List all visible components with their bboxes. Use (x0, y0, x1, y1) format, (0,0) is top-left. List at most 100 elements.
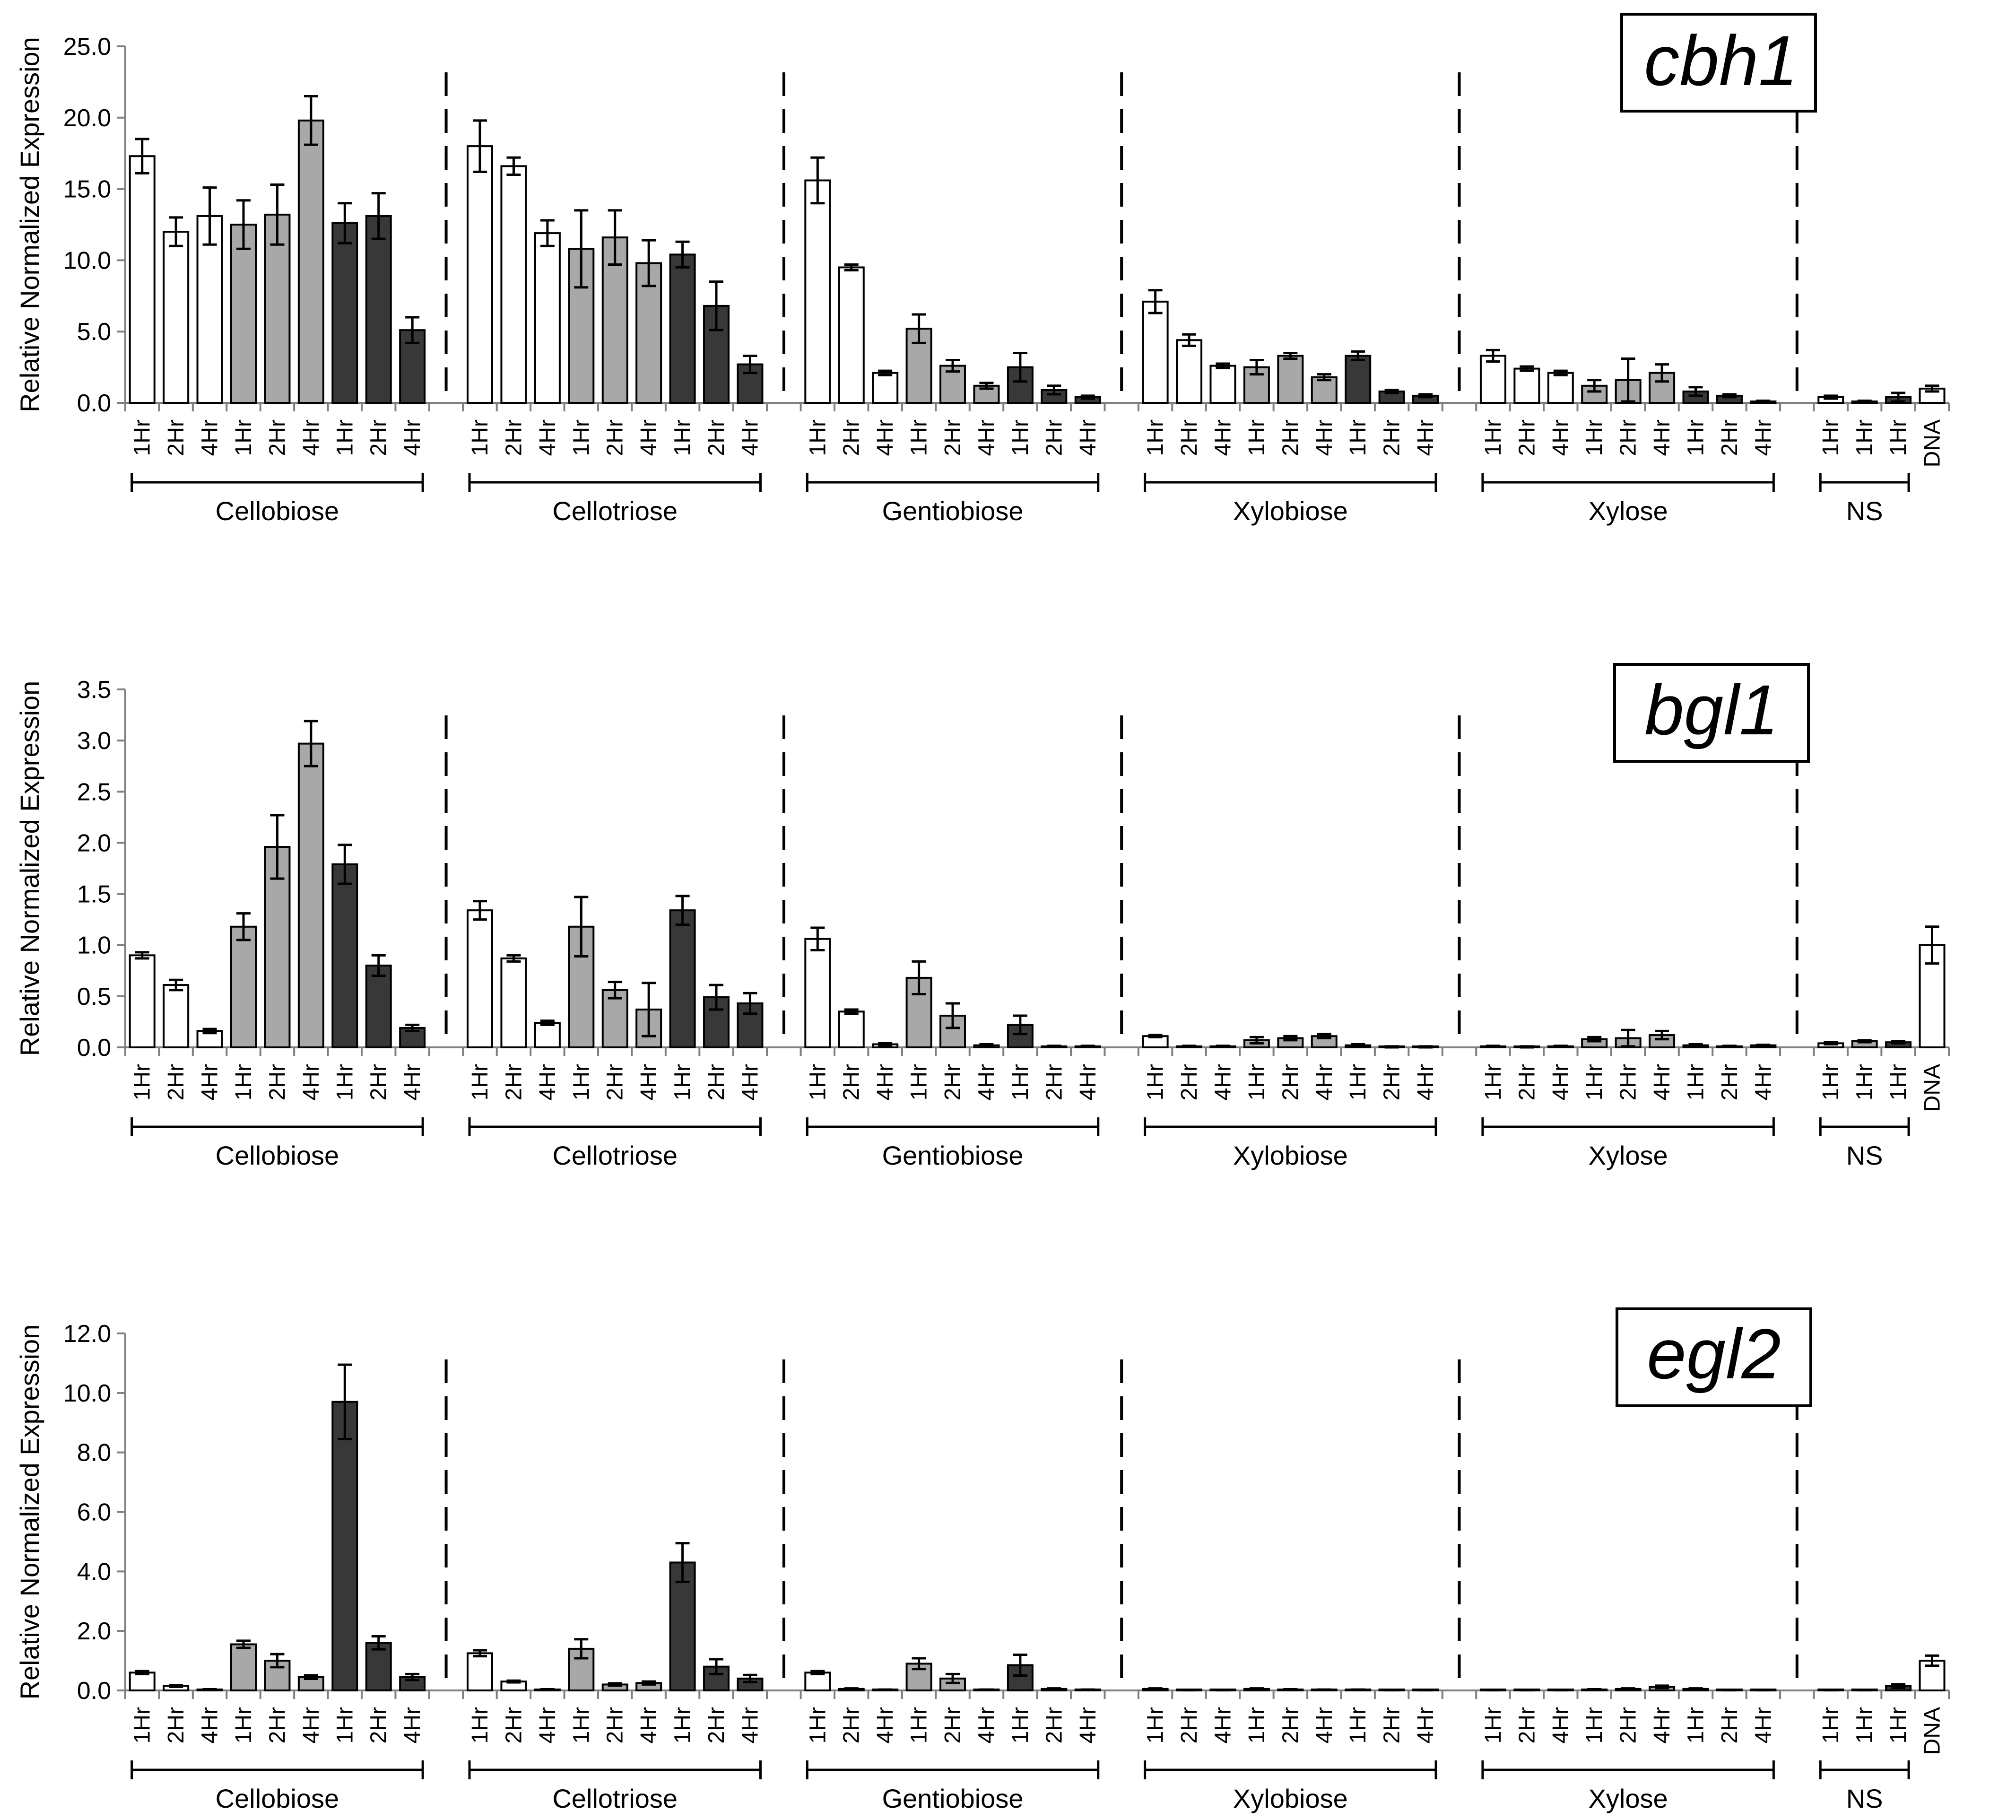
x-tick-label: 1Hr (1481, 1064, 1506, 1100)
x-tick-label: 4Hr (1413, 419, 1438, 456)
x-tick-label: DNA (1920, 419, 1945, 467)
x-tick-label: 4Hr (1312, 419, 1337, 456)
x-tick-label: 1Hr (1143, 1064, 1168, 1100)
x-tick-label: 4Hr (974, 1064, 999, 1100)
x-tick-label: 4Hr (1210, 1707, 1235, 1743)
x-tick-label: 2Hr (1616, 1707, 1641, 1743)
x-tick-label: DNA (1920, 1064, 1945, 1112)
bar (196, 215, 223, 404)
bar (331, 222, 358, 404)
x-tick-label: 2Hr (1380, 1064, 1405, 1100)
bar (1479, 355, 1506, 404)
group-label: Xylose (1589, 496, 1668, 526)
x-tick-label: 2Hr (501, 1707, 526, 1743)
x-tick-label: 1Hr (231, 1064, 256, 1100)
x-tick-label: 1Hr (670, 419, 695, 456)
bar (196, 1030, 223, 1048)
bar (1142, 300, 1169, 404)
group-label: Cellobiose (216, 1141, 339, 1170)
x-tick-label: 2Hr (704, 419, 729, 456)
bar (534, 232, 561, 404)
x-tick-label: 4Hr (1413, 1707, 1438, 1743)
x-tick-label: 2Hr (1177, 419, 1202, 456)
x-tick-label: 2Hr (940, 1064, 965, 1100)
y-tick-label: 10.0 (63, 1380, 111, 1407)
group-label: Gentiobiose (882, 496, 1024, 526)
x-tick-label: 1Hr (805, 1064, 830, 1100)
x-tick-label: 4Hr (400, 419, 425, 456)
bar (264, 846, 291, 1048)
y-tick-label: 0.0 (77, 1034, 111, 1062)
y-axis-label: Relative Normalized Expression (15, 681, 44, 1056)
x-tick-label: 4Hr (299, 1707, 324, 1743)
x-tick-label: 2Hr (501, 419, 526, 456)
gene-title-box (1613, 663, 1810, 763)
x-tick-label: 4Hr (1548, 1707, 1573, 1743)
x-tick-label: 1Hr (1582, 1707, 1607, 1743)
x-tick-label: 2Hr (164, 419, 189, 456)
x-tick-label: 2Hr (1042, 1064, 1067, 1100)
x-tick-label: 4Hr (1548, 419, 1573, 456)
x-tick-label: 1Hr (332, 419, 357, 456)
y-tick-label: 2.0 (77, 1618, 111, 1645)
bar (230, 925, 257, 1048)
group-label: NS (1846, 1141, 1883, 1170)
group-label: NS (1846, 496, 1883, 526)
y-tick-label: 0.5 (77, 983, 111, 1010)
x-tick-label: 1Hr (130, 1707, 155, 1743)
x-tick-label: 2Hr (1514, 1064, 1539, 1100)
x-tick-label: 2Hr (603, 1707, 628, 1743)
group-label: Cellotriose (552, 1141, 678, 1170)
gene-title-box (1616, 1307, 1812, 1407)
bar (1277, 355, 1304, 404)
x-tick-label: 1Hr (1818, 419, 1843, 456)
bar (500, 165, 527, 404)
group-label: Xylobiose (1233, 1141, 1348, 1170)
x-tick-label: 4Hr (636, 1707, 661, 1743)
x-tick-label: 4Hr (873, 1064, 898, 1100)
x-tick-label: 4Hr (1650, 1707, 1675, 1743)
x-tick-label: 4Hr (1312, 1707, 1337, 1743)
x-tick-label: 2Hr (265, 1707, 290, 1743)
x-tick-label: 4Hr (535, 419, 560, 456)
x-tick-label: 4Hr (1076, 419, 1101, 456)
x-tick-label: 2Hr (839, 419, 864, 456)
x-tick-label: 4Hr (1751, 1064, 1776, 1100)
x-tick-label: 1Hr (332, 1707, 357, 1743)
x-tick-label: 2Hr (366, 1064, 391, 1100)
x-tick-label: 1Hr (1346, 1707, 1371, 1743)
x-tick-label: 2Hr (164, 1064, 189, 1100)
chart-title: cbh1 (1644, 21, 1798, 100)
y-tick-label: 20.0 (63, 104, 111, 132)
x-tick-label: 4Hr (738, 1707, 763, 1743)
x-tick-label: 1Hr (907, 1707, 932, 1743)
x-tick-label: 1Hr (1818, 1064, 1843, 1100)
x-tick-label: 4Hr (198, 1707, 223, 1743)
bar (1513, 367, 1540, 404)
x-tick-label: 2Hr (1717, 1707, 1742, 1743)
bar (1311, 376, 1338, 404)
x-tick-label: 4Hr (1548, 1064, 1573, 1100)
x-tick-label: 4Hr (1650, 419, 1675, 456)
gene-title-box (1620, 13, 1817, 113)
x-tick-label: 1Hr (1852, 1064, 1877, 1100)
bar (500, 957, 527, 1048)
x-tick-label: 2Hr (1514, 1707, 1539, 1743)
x-tick-label: 1Hr (1852, 419, 1877, 456)
group-label: NS (1846, 1784, 1883, 1813)
x-tick-label: 2Hr (1042, 419, 1067, 456)
x-tick-label: 1Hr (130, 419, 155, 456)
x-tick-label: 2Hr (839, 1064, 864, 1100)
x-tick-label: 4Hr (535, 1064, 560, 1100)
x-tick-label: 4Hr (1210, 1064, 1235, 1100)
bar (534, 1022, 561, 1048)
x-tick-label: 2Hr (603, 1064, 628, 1100)
x-tick-label: 4Hr (535, 1707, 560, 1743)
bar (331, 863, 358, 1048)
x-tick-label: 4Hr (873, 1707, 898, 1743)
x-tick-label: 1Hr (1244, 1064, 1269, 1100)
y-axis-label: Relative Normalized Expression (15, 1324, 44, 1700)
x-tick-label: 2Hr (501, 1064, 526, 1100)
bar (669, 1561, 696, 1691)
